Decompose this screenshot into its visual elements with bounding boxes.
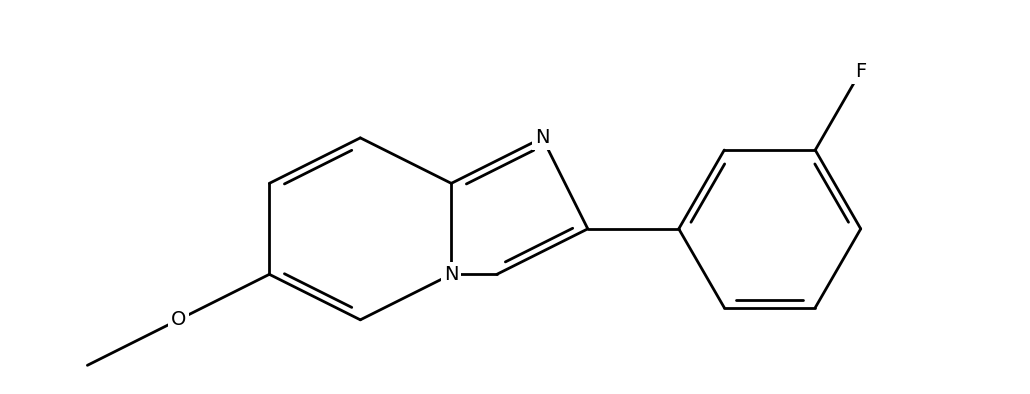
Text: N: N xyxy=(535,128,550,147)
Text: F: F xyxy=(855,62,866,81)
Text: N: N xyxy=(444,265,458,284)
Text: O: O xyxy=(171,310,186,329)
